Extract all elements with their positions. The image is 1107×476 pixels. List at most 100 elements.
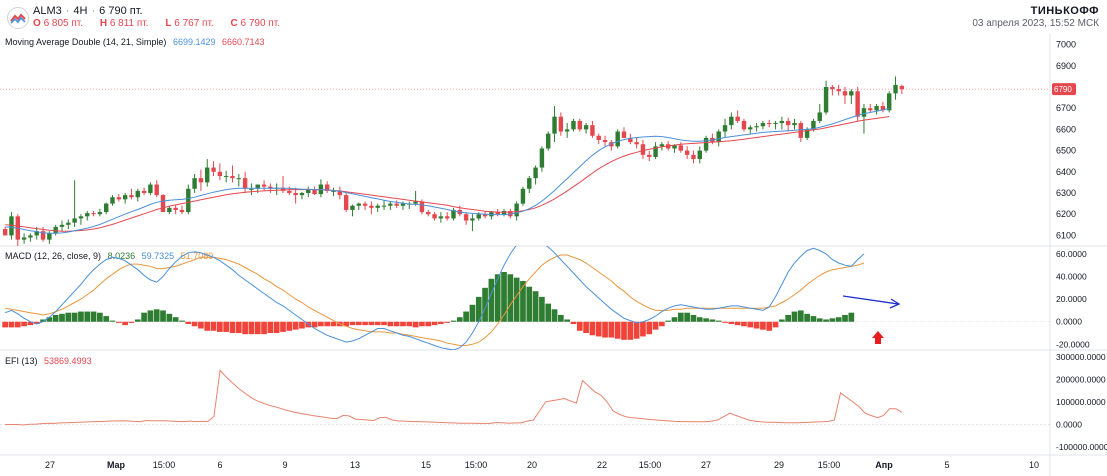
macd-histogram-bar	[608, 321, 615, 338]
macd-axis-tick: 20.0000	[1056, 294, 1087, 304]
macd-histogram-bar	[46, 317, 53, 322]
macd-histogram-bar	[513, 277, 520, 322]
candle-body	[596, 135, 601, 140]
candle-body	[419, 201, 425, 213]
macd-histogram-bar	[684, 312, 690, 322]
candle-body	[91, 213, 96, 215]
macd-line	[5, 246, 865, 350]
candle-body	[312, 189, 317, 195]
macd-histogram-bar	[318, 321, 324, 327]
macd-histogram-bar	[210, 321, 217, 331]
time-axis-label: 20	[527, 460, 537, 470]
close-label: C	[230, 18, 238, 29]
macd-histogram-bar	[179, 320, 185, 322]
candle-body	[242, 178, 248, 189]
candle-body	[72, 218, 77, 223]
macd-histogram-bar	[671, 317, 678, 322]
candle-body	[533, 167, 538, 179]
macd-histogram-bar	[362, 321, 368, 326]
macd-histogram-bar	[558, 314, 564, 322]
efi-value: 53869.4993	[44, 356, 92, 366]
candle-body	[893, 84, 898, 94]
efi-indicator-label[interactable]: EFI (13) 53869.4993	[5, 356, 92, 366]
candle-body	[236, 178, 242, 180]
candle-body	[40, 231, 46, 240]
time-axis-label: 22	[597, 460, 607, 470]
high-label: H	[99, 18, 108, 29]
symbol-title[interactable]: ALM3 · 4H · 6 790 пт.	[33, 5, 143, 17]
macd-histogram-bar	[823, 319, 829, 322]
macd-histogram-bar	[261, 321, 267, 335]
candle-body	[495, 212, 500, 215]
candle-body	[306, 189, 311, 193]
efi-indicator-name: EFI (13)	[5, 356, 38, 366]
macd-axis-tick: -20.0000	[1056, 339, 1090, 349]
macd-histogram-bar	[128, 321, 135, 323]
candle-body	[583, 125, 589, 130]
candle-body	[760, 123, 766, 127]
candle-body	[767, 123, 772, 125]
macd-histogram-bar	[122, 321, 128, 326]
time-axis-label: 15	[421, 460, 431, 470]
macd-histogram-bar	[494, 274, 501, 322]
macd-histogram-bar	[141, 312, 147, 322]
candle-body	[110, 197, 115, 204]
candle-body	[640, 144, 646, 155]
ma-slow-value: 6660.7143	[222, 37, 265, 47]
candle-body	[741, 120, 747, 130]
macd-histogram-bar	[690, 314, 697, 322]
candle-body	[211, 167, 216, 172]
candle-body	[899, 85, 905, 90]
symbol-name: ALM3	[33, 5, 62, 17]
macd-histogram-bar	[147, 310, 154, 322]
macd-histogram-bar	[185, 321, 192, 324]
time-axis-label: Мар	[107, 460, 126, 470]
macd-indicator-label[interactable]: MACD (12, 26, close, 9) 8.0236 59.7325 5…	[5, 251, 213, 261]
macd-histogram-bar	[14, 321, 21, 328]
macd-histogram-bar	[734, 321, 741, 326]
close-value: 6 790 пт.	[240, 18, 280, 29]
macd-signal-value: 51.7089	[180, 251, 214, 261]
candle-body	[874, 106, 879, 111]
candle-body	[451, 209, 456, 219]
macd-histogram-bar	[223, 321, 230, 332]
ma-fast-line	[5, 107, 890, 234]
macd-histogram-bar	[791, 311, 798, 322]
candle-body	[798, 123, 804, 138]
candle-body	[722, 125, 728, 132]
candle-body	[773, 123, 778, 125]
candle-body	[59, 224, 65, 227]
macd-histogram-bar	[419, 321, 425, 327]
candle-body	[66, 222, 71, 225]
ma-indicator-name: Moving Average Double (14, 21, Simple)	[5, 37, 167, 47]
candle-body	[255, 184, 260, 189]
candle-body	[476, 214, 481, 219]
macd-histogram-bar	[412, 321, 419, 328]
macd-histogram-bar	[766, 321, 773, 331]
macd-histogram-bar	[191, 321, 198, 327]
candle-body	[287, 190, 292, 193]
price-axis-tick: 6200	[1056, 209, 1076, 219]
ma-indicator-label[interactable]: Moving Average Double (14, 21, Simple) 6…	[5, 37, 265, 47]
candle-body	[703, 137, 709, 151]
time-axis-label: 6	[217, 460, 222, 470]
macd-histogram-bar	[450, 320, 457, 322]
candle-body	[116, 197, 122, 200]
macd-histogram-bar	[760, 321, 766, 330]
candle-body	[527, 178, 532, 189]
current-price-tag-label: 6790	[1054, 85, 1072, 94]
macd-histogram-bar	[665, 320, 672, 322]
price-axis-tick: 6900	[1056, 61, 1076, 71]
macd-histogram-bar	[2, 321, 8, 328]
macd-axis-tick: 60.0000	[1056, 249, 1087, 259]
candle-body	[748, 127, 753, 130]
candle-body	[173, 207, 178, 210]
interval-label: 4H	[73, 5, 88, 17]
macd-histogram-bar	[564, 319, 571, 322]
macd-histogram-bar	[621, 321, 627, 340]
candle-body	[463, 214, 469, 221]
efi-axis-tick: -100000.0000	[1056, 442, 1107, 452]
candle-body	[85, 213, 90, 217]
time-axis-label: 15:00	[639, 460, 662, 470]
